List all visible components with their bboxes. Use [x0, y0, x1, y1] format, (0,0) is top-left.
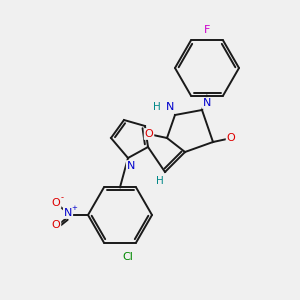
Text: O: O: [226, 133, 236, 143]
Text: N: N: [166, 102, 174, 112]
Text: O: O: [52, 198, 60, 208]
Text: O: O: [145, 129, 153, 139]
Text: H: H: [156, 176, 164, 186]
Text: H: H: [153, 102, 161, 112]
Text: N: N: [127, 161, 135, 171]
Text: O: O: [52, 220, 60, 230]
Text: -: -: [61, 194, 64, 202]
Text: N: N: [64, 208, 72, 218]
Text: Cl: Cl: [123, 252, 134, 262]
Text: N: N: [203, 98, 211, 108]
Text: +: +: [71, 205, 77, 211]
Text: F: F: [204, 25, 210, 35]
